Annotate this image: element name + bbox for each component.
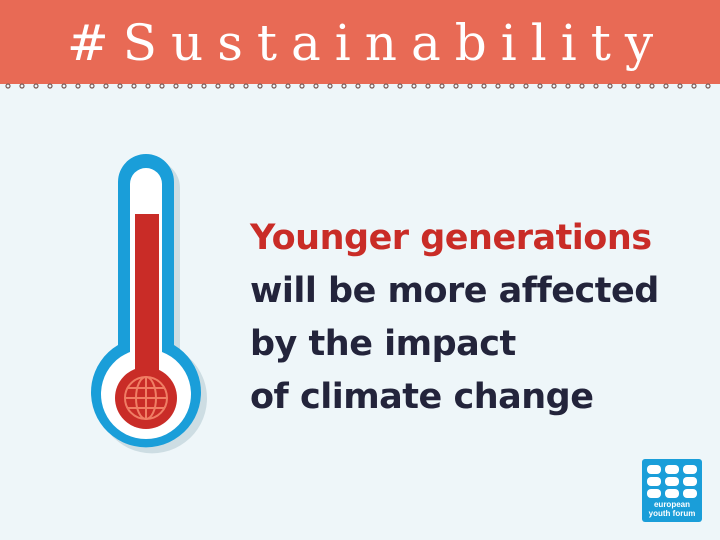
divider-dot <box>19 83 25 89</box>
divider-dot <box>75 83 81 89</box>
divider-dot <box>411 83 417 89</box>
divider-dot <box>355 83 361 89</box>
divider-dot <box>201 83 207 89</box>
divider-dot <box>187 83 193 89</box>
divider-dot <box>551 83 557 89</box>
logo-text-line-2: youth forum <box>648 509 696 518</box>
divider-dot <box>691 83 697 89</box>
divider-dot <box>215 83 221 89</box>
globe-icon <box>124 376 168 420</box>
climate-message: Younger generations will be more affecte… <box>250 212 690 424</box>
divider-dot <box>285 83 291 89</box>
divider-dot <box>33 83 39 89</box>
divider-dot <box>103 83 109 89</box>
divider-dot <box>705 83 711 89</box>
logo-text-line-1: european <box>653 500 690 509</box>
divider-dot <box>649 83 655 89</box>
divider-dot <box>229 83 235 89</box>
divider-dot <box>173 83 179 89</box>
divider-dot <box>439 83 445 89</box>
divider-dot <box>397 83 403 89</box>
header-title: #Sustainability <box>66 14 668 72</box>
speech-bubbles-icon <box>647 465 697 498</box>
divider-dot <box>621 83 627 89</box>
divider-dot <box>341 83 347 89</box>
divider-dot <box>369 83 375 89</box>
divider-dot <box>159 83 165 89</box>
divider-dot <box>509 83 515 89</box>
divider-dot <box>481 83 487 89</box>
divider-dot <box>257 83 263 89</box>
divider-dot <box>467 83 473 89</box>
divider-dot <box>383 83 389 89</box>
divider-dot <box>663 83 669 89</box>
message-highlight-line: Younger generations <box>250 218 652 258</box>
divider-dot <box>565 83 571 89</box>
divider-dot <box>89 83 95 89</box>
divider-dot <box>243 83 249 89</box>
divider-dot <box>425 83 431 89</box>
divider-dot <box>579 83 585 89</box>
message-line-3: by the impact <box>250 324 516 364</box>
thermometer-icon <box>91 154 207 454</box>
logo-text: european youth forum <box>642 500 702 518</box>
divider-dot <box>61 83 67 89</box>
divider-dot <box>313 83 319 89</box>
divider-dot <box>677 83 683 89</box>
header-banner: #Sustainability <box>0 0 720 84</box>
divider-dot <box>635 83 641 89</box>
divider-dot <box>145 83 151 89</box>
divider-dot <box>271 83 277 89</box>
divider-dot <box>47 83 53 89</box>
message-line-4: of climate change <box>250 377 594 417</box>
divider-dot <box>607 83 613 89</box>
divider-dot <box>593 83 599 89</box>
divider-dot <box>327 83 333 89</box>
message-line-2: will be more affected <box>250 271 659 311</box>
divider-dot <box>453 83 459 89</box>
divider-dot <box>537 83 543 89</box>
dotted-divider <box>5 83 711 89</box>
divider-dot <box>117 83 123 89</box>
divider-dot <box>495 83 501 89</box>
divider-dot <box>299 83 305 89</box>
divider-dot <box>5 83 11 89</box>
european-youth-forum-logo: european youth forum <box>642 459 702 522</box>
divider-dot <box>523 83 529 89</box>
divider-dot <box>131 83 137 89</box>
